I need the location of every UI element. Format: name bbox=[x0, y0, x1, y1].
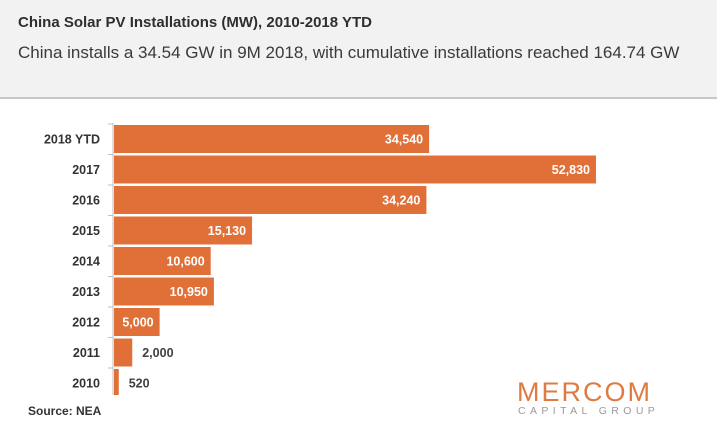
value-label: 10,950 bbox=[170, 285, 208, 299]
value-label: 2,000 bbox=[142, 346, 173, 360]
logo-tagline: CAPITAL GROUP bbox=[518, 405, 660, 417]
category-label: 2015 bbox=[72, 224, 100, 238]
category-label: 2011 bbox=[73, 346, 100, 360]
chart-subtitle: China installs a 34.54 GW in 9M 2018, wi… bbox=[18, 43, 680, 62]
bar bbox=[114, 155, 596, 184]
mercom-logo: MERCOM CAPITAL GROUP bbox=[517, 378, 697, 418]
value-label: 10,600 bbox=[166, 255, 204, 269]
category-label: 2013 bbox=[72, 285, 100, 299]
bar bbox=[114, 125, 430, 153]
bar bbox=[114, 369, 119, 395]
category-label: 2017 bbox=[72, 163, 100, 177]
value-label: 15,130 bbox=[208, 224, 246, 238]
bar bbox=[114, 338, 133, 367]
bar bbox=[114, 186, 427, 214]
bar-chart: 2018 YTD 34,540 2017 52,830 2016 34,240 2015 15… bbox=[44, 123, 596, 395]
logo-wordmark: MERCOM bbox=[517, 377, 652, 407]
bar bbox=[114, 277, 214, 306]
source-note: Source: NEA bbox=[28, 404, 102, 418]
value-label: 52,830 bbox=[552, 163, 590, 177]
category-label: 2016 bbox=[72, 194, 100, 208]
category-label: 2014 bbox=[72, 255, 100, 269]
value-label: 5,000 bbox=[122, 316, 153, 330]
category-label: 2012 bbox=[72, 316, 100, 330]
value-label: 34,540 bbox=[385, 133, 423, 147]
bar bbox=[114, 216, 253, 245]
value-label: 34,240 bbox=[382, 194, 420, 208]
chart-title: China Solar PV Installations (MW), 2010-… bbox=[18, 14, 372, 31]
category-label: 2018 YTD bbox=[44, 133, 100, 147]
category-label: 2010 bbox=[72, 377, 100, 391]
bar bbox=[114, 308, 160, 336]
chart-header: China Solar PV Installations (MW), 2010-… bbox=[0, 0, 717, 99]
bar bbox=[114, 247, 211, 275]
value-label: 520 bbox=[129, 377, 150, 391]
